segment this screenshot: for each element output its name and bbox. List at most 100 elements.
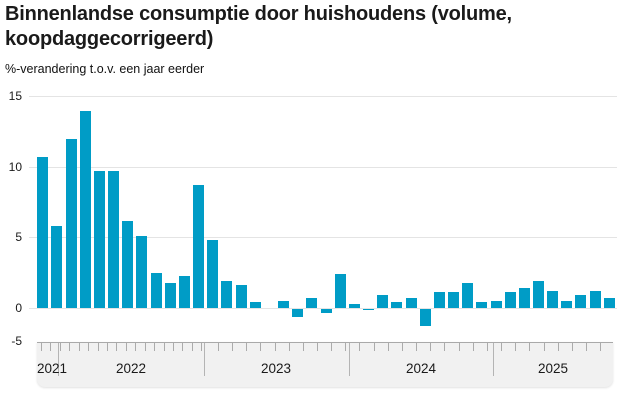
bar[interactable] — [250, 301, 261, 308]
bar[interactable] — [547, 290, 558, 308]
chart-title-line1: Binnenlandse consumptie door huishoudens… — [5, 3, 512, 25]
bar[interactable] — [448, 291, 459, 308]
axis-month-tick — [163, 342, 165, 351]
axis-month-tick — [144, 342, 146, 351]
bar[interactable] — [66, 138, 77, 308]
axis-month-tick — [458, 342, 460, 351]
gridline — [29, 166, 617, 168]
year-label: 2024 — [405, 360, 437, 376]
bar[interactable] — [122, 220, 133, 308]
year-divider — [203, 342, 205, 376]
bar[interactable] — [533, 280, 544, 308]
axis-month-tick — [600, 342, 602, 351]
bar[interactable] — [476, 301, 487, 308]
plot-area: 15 10 5 0 -5 — [0, 85, 625, 409]
axis-month-tick — [41, 342, 42, 351]
axis-month-tick — [107, 342, 108, 351]
year-label: 2021 — [36, 360, 68, 376]
year-divider — [493, 342, 495, 376]
bar[interactable] — [165, 282, 176, 308]
bar[interactable] — [575, 294, 586, 308]
y-axis-label: -5 — [11, 334, 22, 348]
axis-month-tick — [288, 342, 290, 351]
axis-month-tick — [191, 342, 193, 351]
axis-month-tick — [154, 342, 156, 351]
bar[interactable] — [321, 308, 332, 313]
chart-subtitle: %-verandering t.o.v. een jaar eerder — [5, 62, 205, 76]
y-axis-label: 0 — [15, 300, 22, 315]
axis-month-tick — [302, 342, 304, 351]
bar[interactable] — [94, 170, 105, 308]
gridline — [29, 96, 617, 97]
axis-month-tick — [59, 342, 61, 351]
bar[interactable] — [434, 291, 445, 308]
bar[interactable] — [491, 300, 502, 308]
axis-month-tick — [135, 342, 137, 351]
axis-month-tick — [69, 342, 71, 351]
bar[interactable] — [221, 280, 232, 308]
axis-month-tick — [543, 342, 545, 351]
bar[interactable] — [151, 272, 162, 308]
bar[interactable] — [179, 275, 190, 308]
axis-month-tick — [345, 342, 347, 351]
axis-month-tick — [557, 342, 559, 351]
bar[interactable] — [349, 303, 360, 308]
bar[interactable] — [193, 184, 204, 308]
bar[interactable] — [236, 284, 247, 308]
bar[interactable] — [306, 297, 317, 308]
bar[interactable] — [37, 156, 48, 308]
axis-month-tick — [501, 342, 503, 351]
axis-month-tick — [586, 342, 588, 351]
axis-month-tick — [125, 342, 127, 351]
bar[interactable] — [335, 273, 346, 308]
bar[interactable] — [108, 170, 119, 308]
year-divider — [58, 342, 60, 376]
axis-month-tick — [331, 342, 333, 351]
gridline — [29, 237, 617, 238]
axis-month-tick — [387, 342, 389, 351]
bar[interactable] — [80, 110, 91, 308]
y-axis-label: 15 — [8, 89, 22, 103]
y-axis-label: 5 — [15, 230, 22, 244]
gridline — [29, 307, 617, 309]
chart-title-line2: koopdaggecorrigeerd) — [5, 28, 214, 50]
axis-month-tick — [486, 342, 488, 351]
bar[interactable] — [420, 308, 431, 326]
axis-month-tick — [444, 342, 446, 351]
axis-month-tick — [274, 342, 276, 351]
axis-month-tick — [182, 342, 184, 351]
bar[interactable] — [207, 239, 218, 308]
bar[interactable] — [590, 290, 601, 308]
axis-month-tick — [97, 342, 99, 351]
axis-month-tick — [373, 342, 375, 351]
bar[interactable] — [561, 300, 572, 308]
axis-month-tick — [571, 342, 573, 351]
bar[interactable] — [519, 287, 530, 308]
axis-month-tick — [173, 342, 175, 351]
bar[interactable] — [136, 235, 147, 308]
axis-month-tick — [472, 342, 474, 351]
bar[interactable] — [278, 300, 289, 308]
axis-month-tick — [232, 342, 234, 351]
year-divider — [349, 342, 350, 376]
bar[interactable] — [377, 294, 388, 308]
axis-month-tick — [201, 342, 203, 351]
bar[interactable] — [363, 308, 374, 310]
time-axis-band[interactable]: 2021 2022 2023 2024 2025 — [36, 341, 613, 387]
year-label: 2025 — [537, 360, 569, 376]
bar[interactable] — [505, 291, 516, 308]
bar[interactable] — [462, 282, 473, 308]
axis-month-tick — [529, 342, 531, 351]
bar[interactable] — [604, 297, 615, 308]
bar[interactable] — [391, 301, 402, 308]
axis-month-tick — [78, 342, 80, 351]
year-label: 2023 — [260, 360, 292, 376]
bar[interactable] — [292, 308, 303, 317]
y-axis-label: 10 — [8, 159, 22, 174]
bar[interactable] — [51, 225, 62, 308]
axis-month-tick — [317, 342, 318, 351]
bar[interactable] — [406, 297, 417, 308]
axis-month-tick — [217, 342, 219, 351]
chart-title: Binnenlandse consumptie door huishoudens… — [5, 2, 620, 52]
